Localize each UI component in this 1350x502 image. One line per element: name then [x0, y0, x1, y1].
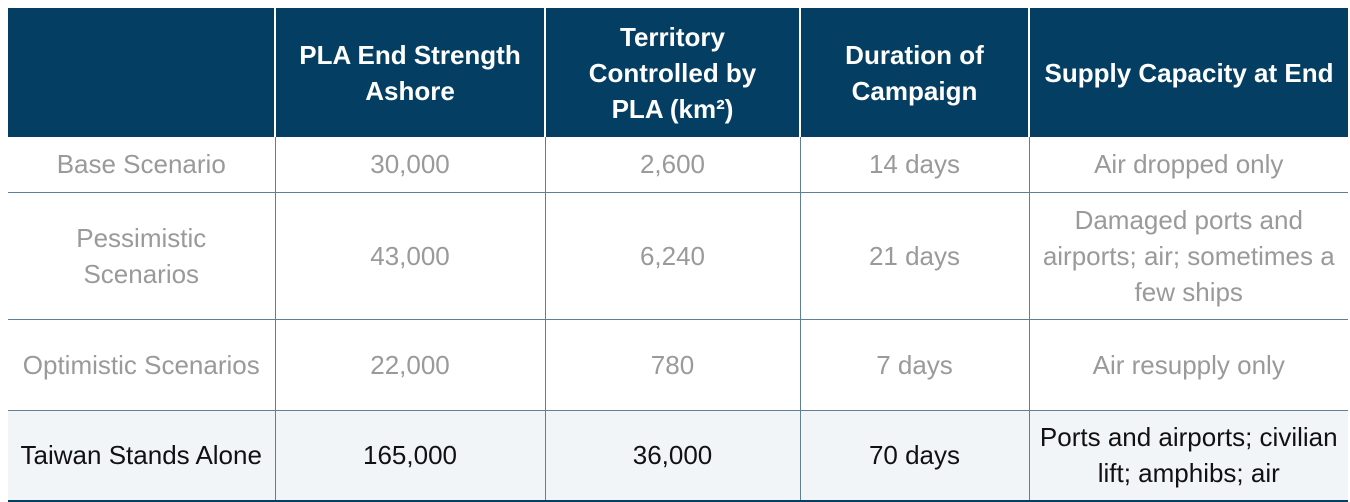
- header-row: PLA End Strength Ashore Territory Contro…: [8, 8, 1348, 137]
- cell-supply: Air resupply only: [1028, 319, 1348, 411]
- cell-scenario: Base Scenario: [8, 137, 275, 193]
- header-supply: Supply Capacity at End: [1028, 8, 1348, 137]
- table-row-taiwan-stands-alone: Taiwan Stands Alone 165,000 36,000 70 da…: [8, 410, 1348, 502]
- cell-end-strength: 165,000: [274, 410, 545, 502]
- cell-territory: 36,000: [544, 410, 800, 502]
- cell-duration: 21 days: [799, 192, 1029, 320]
- header-scenario: [8, 8, 275, 137]
- cell-scenario: Pessimistic Scenarios: [8, 192, 275, 320]
- scenario-comparison-table: PLA End Strength Ashore Territory Contro…: [8, 8, 1348, 502]
- header-territory: Territory Controlled by PLA (km²): [544, 8, 800, 137]
- header-end-strength: PLA End Strength Ashore: [274, 8, 545, 137]
- cell-scenario: Optimistic Scenarios: [8, 319, 275, 411]
- cell-supply: Air dropped only: [1028, 137, 1348, 193]
- cell-supply: Damaged ports and airports; air; sometim…: [1028, 192, 1348, 320]
- cell-territory: 6,240: [544, 192, 800, 320]
- cell-duration: 70 days: [799, 410, 1029, 502]
- table-row-optimistic-scenarios: Optimistic Scenarios 22,000 780 7 days A…: [8, 319, 1348, 411]
- cell-scenario: Taiwan Stands Alone: [8, 410, 275, 502]
- table-row-pessimistic-scenarios: Pessimistic Scenarios 43,000 6,240 21 da…: [8, 192, 1348, 320]
- cell-duration: 7 days: [799, 319, 1029, 411]
- header-duration: Duration of Campaign: [799, 8, 1029, 137]
- table-body: Base Scenario 30,000 2,600 14 days Air d…: [8, 137, 1348, 502]
- cell-territory: 2,600: [544, 137, 800, 193]
- cell-end-strength: 22,000: [274, 319, 545, 411]
- table-header: PLA End Strength Ashore Territory Contro…: [8, 8, 1348, 137]
- cell-end-strength: 30,000: [274, 137, 545, 193]
- cell-duration: 14 days: [799, 137, 1029, 193]
- cell-end-strength: 43,000: [274, 192, 545, 320]
- cell-territory: 780: [544, 319, 800, 411]
- table-row-base-scenario: Base Scenario 30,000 2,600 14 days Air d…: [8, 137, 1348, 193]
- cell-supply: Ports and airports; civilian lift; amphi…: [1028, 410, 1348, 502]
